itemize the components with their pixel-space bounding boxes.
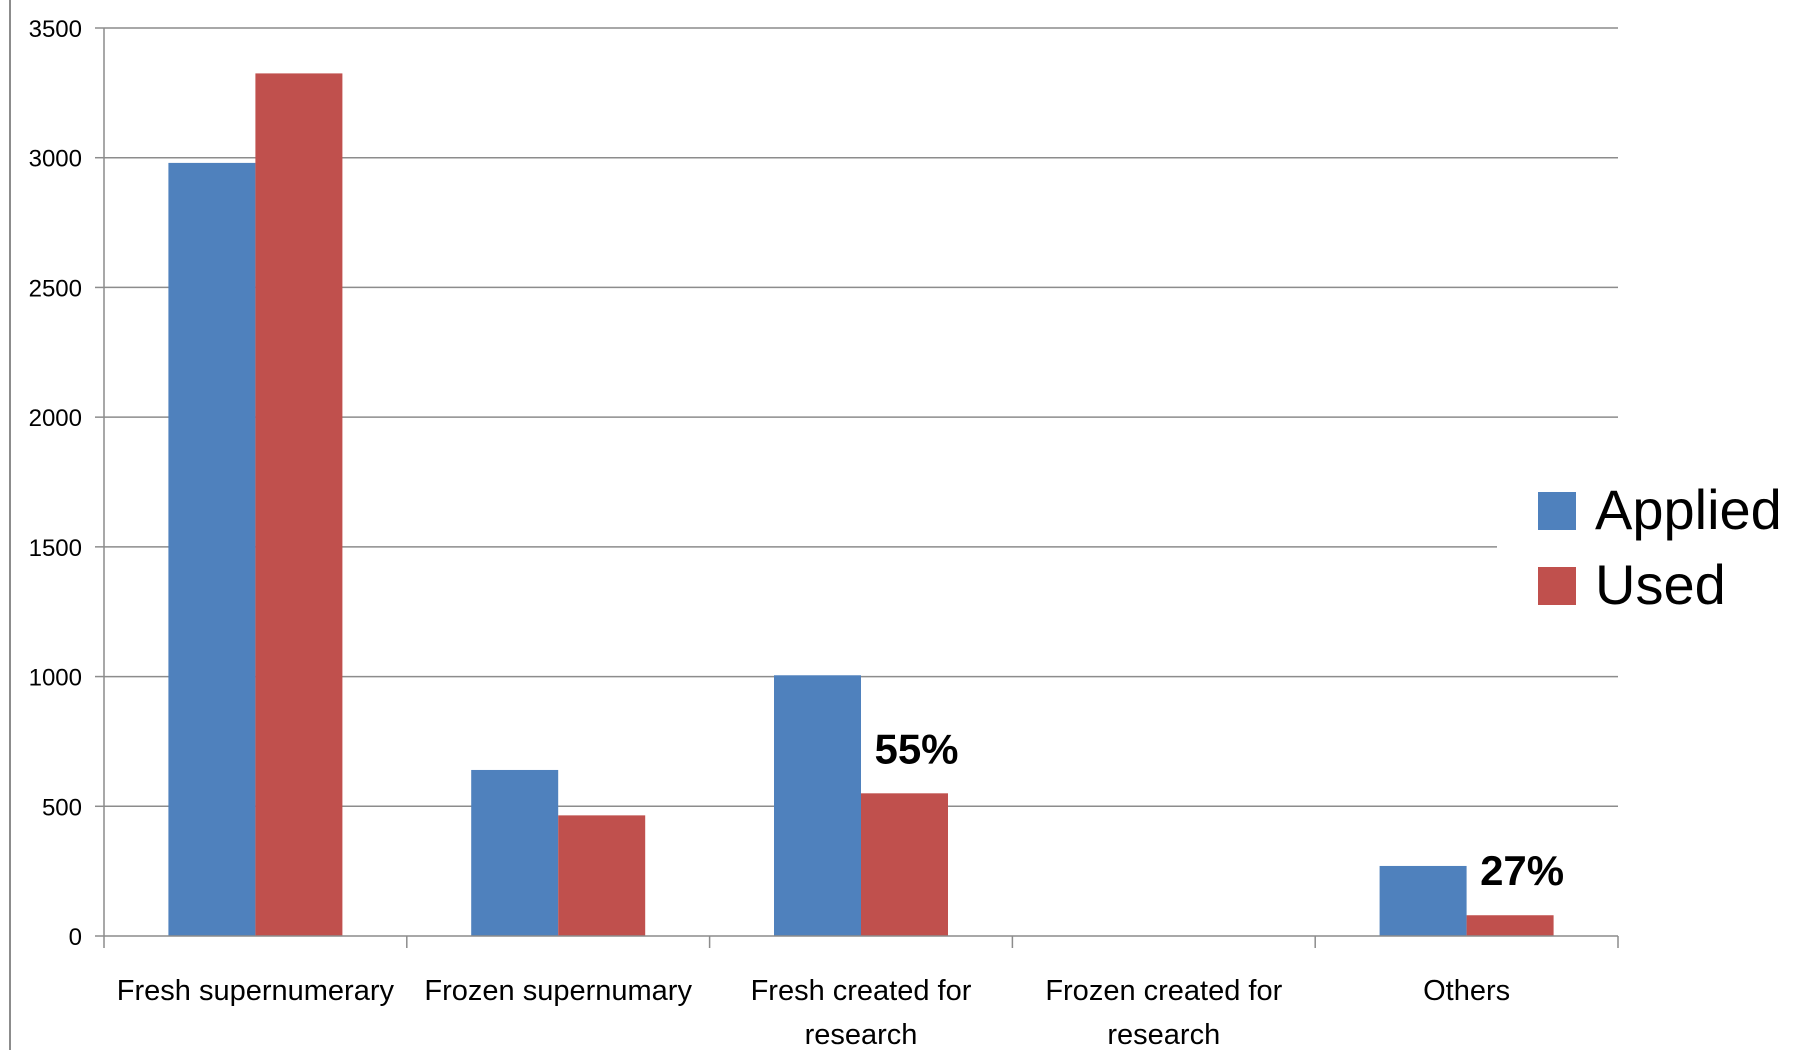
- x-category-label: Frozen supernumary: [424, 975, 692, 1007]
- y-tick-label: 0: [69, 924, 82, 951]
- x-category-label: Fresh created for: [751, 975, 972, 1007]
- legend-label: Applied: [1595, 478, 1782, 541]
- bar-applied: [471, 769, 559, 936]
- y-tick-label: 2500: [29, 275, 82, 302]
- bar-annotation: 27%: [1480, 847, 1564, 894]
- bar-used: [1466, 915, 1554, 936]
- bar-used: [558, 815, 646, 936]
- y-tick-label: 500: [42, 794, 82, 821]
- labels: 0 500 1000 1500 2000 2500 3000 3500 Fresh supern…: [29, 16, 1565, 1051]
- bars: [168, 73, 1554, 937]
- x-category-label: Others: [1423, 975, 1510, 1007]
- y-tick-label: 1500: [29, 535, 82, 562]
- x-category-label: research: [1107, 1019, 1220, 1050]
- legend-swatch: [1538, 567, 1576, 605]
- bar-applied: [774, 675, 861, 936]
- axes: [9, 0, 1619, 1050]
- y-tick-label: 1000: [29, 665, 82, 692]
- legend: Applied Used: [1538, 478, 1782, 616]
- legend-label: Used: [1595, 553, 1726, 616]
- y-tick-label: 2000: [29, 405, 82, 432]
- x-category-label: research: [805, 1019, 918, 1050]
- y-tick-label: 3000: [29, 146, 82, 173]
- bar-used: [861, 793, 948, 936]
- bar-annotation: 55%: [874, 725, 958, 772]
- bar-applied: [1379, 865, 1467, 936]
- x-category-label: Fresh supernumerary: [117, 975, 395, 1007]
- legend-swatch: [1538, 492, 1576, 530]
- y-tick-label: 3500: [29, 16, 82, 43]
- bar-applied: [168, 162, 256, 937]
- x-category-label: Frozen created for: [1045, 975, 1282, 1007]
- bar-used: [255, 73, 343, 936]
